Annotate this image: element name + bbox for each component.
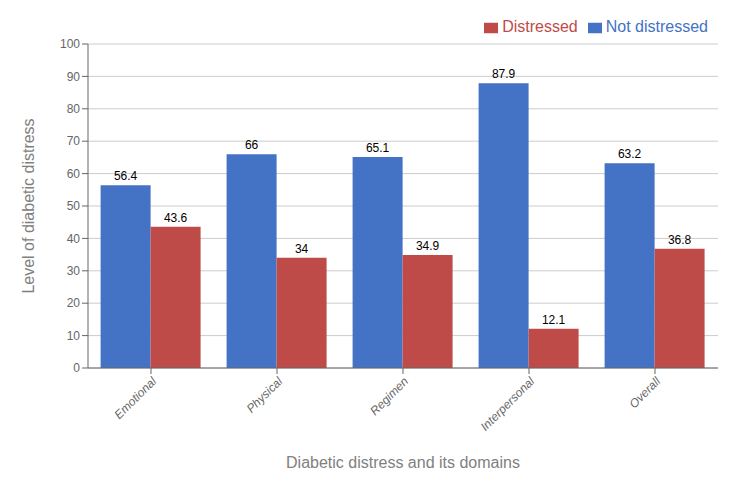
svg-text:50: 50 xyxy=(67,199,81,213)
svg-text:36.8: 36.8 xyxy=(668,233,692,247)
svg-text:70: 70 xyxy=(67,134,81,148)
svg-text:80: 80 xyxy=(67,102,81,116)
svg-text:87.9: 87.9 xyxy=(492,67,516,81)
svg-text:60: 60 xyxy=(67,167,81,181)
svg-text:40: 40 xyxy=(67,232,81,246)
svg-text:Regimen: Regimen xyxy=(367,374,411,418)
svg-text:30: 30 xyxy=(67,264,81,278)
html-text:Distressed: Distressed xyxy=(502,18,578,35)
svg-text:66: 66 xyxy=(245,138,259,152)
svg-text:65.1: 65.1 xyxy=(366,141,390,155)
svg-text:Emotional: Emotional xyxy=(112,374,160,422)
svg-text:43.6: 43.6 xyxy=(164,211,188,225)
svg-text:Overall: Overall xyxy=(626,374,663,411)
svg-text:56.4: 56.4 xyxy=(114,169,138,183)
html-text:Not distressed: Not distressed xyxy=(605,18,708,35)
svg-text:90: 90 xyxy=(67,70,81,84)
svg-text:34: 34 xyxy=(295,242,309,256)
svg-text:100: 100 xyxy=(60,37,80,51)
svg-text:Physical: Physical xyxy=(244,374,286,416)
svg-text:Level of diabetic distress: Level of diabetic distress xyxy=(20,118,37,293)
svg-text:34.9: 34.9 xyxy=(416,239,440,253)
svg-text:10: 10 xyxy=(67,329,81,343)
svg-text:20: 20 xyxy=(67,296,81,310)
svg-text:Diabetic distress and its doma: Diabetic distress and its domains xyxy=(286,454,520,471)
svg-text:63.2: 63.2 xyxy=(618,147,642,161)
svg-text:0: 0 xyxy=(73,361,80,375)
svg-text:12.1: 12.1 xyxy=(542,313,566,327)
svg-text:Interpersonal: Interpersonal xyxy=(478,374,538,434)
